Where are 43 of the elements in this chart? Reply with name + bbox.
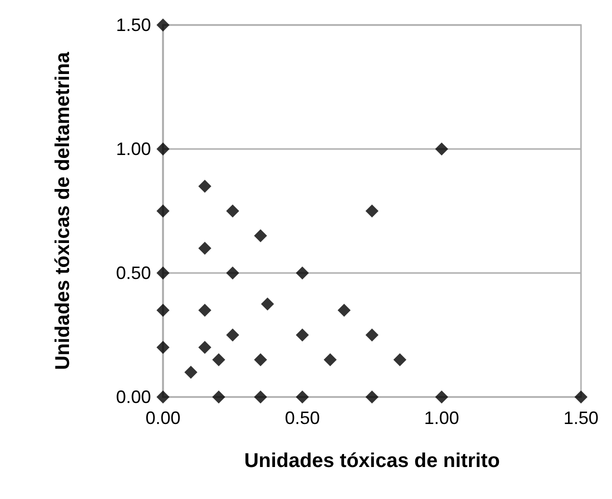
- point: [156, 142, 170, 156]
- y-tick-label: 0.50: [116, 263, 151, 283]
- point: [254, 390, 268, 404]
- point: [366, 328, 378, 342]
- point: [574, 390, 588, 404]
- point: [156, 266, 170, 280]
- point: [296, 328, 309, 342]
- x-tick-label: 1.50: [563, 408, 599, 428]
- point: [261, 298, 274, 310]
- point: [156, 340, 170, 354]
- y-tick-label: 1.00: [116, 139, 151, 159]
- point: [366, 390, 378, 404]
- point: [254, 229, 268, 242]
- point: [435, 390, 448, 404]
- point: [366, 204, 378, 218]
- point: [212, 353, 226, 366]
- y-axis-title: Unidades tóxicas de deltametrina: [52, 51, 74, 370]
- point: [198, 304, 212, 317]
- point: [198, 180, 212, 193]
- point: [324, 353, 337, 366]
- point: [296, 266, 309, 280]
- point: [156, 304, 170, 317]
- point: [226, 204, 240, 218]
- point: [296, 390, 309, 404]
- point: [435, 142, 448, 156]
- point: [198, 242, 212, 255]
- x-tick-label: 1.00: [424, 408, 460, 428]
- x-tick-label: 0.00: [145, 408, 181, 428]
- point: [156, 18, 170, 32]
- point: [212, 390, 226, 404]
- y-tick-label: 0.00: [116, 387, 151, 407]
- x-tick-label: 0.50: [284, 408, 320, 428]
- point: [254, 353, 268, 366]
- point: [226, 328, 240, 342]
- x-axis-title: Unidades tóxicas de nitrito: [244, 450, 500, 472]
- point: [198, 340, 212, 354]
- point: [184, 366, 198, 379]
- point: [338, 304, 351, 317]
- point: [226, 266, 240, 280]
- y-tick-label: 1.50: [116, 15, 151, 35]
- point: [393, 353, 406, 366]
- point: [156, 204, 170, 218]
- point: [156, 390, 170, 404]
